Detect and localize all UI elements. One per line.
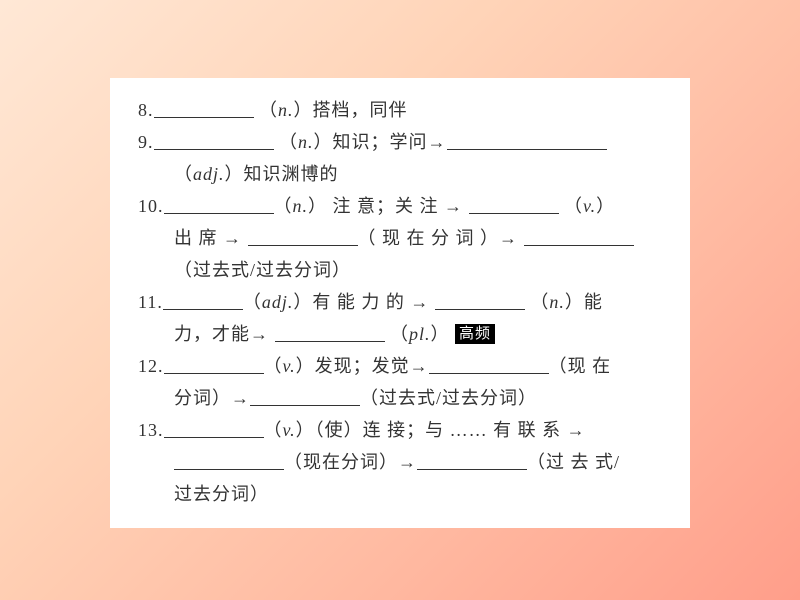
item-number: 12. (138, 350, 164, 382)
text: （ (254, 100, 279, 120)
arrow-icon: → (567, 420, 586, 440)
arrow-icon: → (410, 292, 429, 312)
part-of-speech: pl. (409, 324, 431, 344)
text: ） 注 意；关 注 (308, 196, 444, 216)
item-number: 13. (138, 414, 164, 446)
text: （过去式/过去分词） (360, 388, 537, 408)
item-number: 9. (138, 126, 154, 158)
text: （过去式/过去分词） (174, 260, 351, 280)
text: ）知识；学问 (314, 132, 428, 152)
item-number: 8. (138, 94, 154, 126)
text: ）（使）连 接；与 …… 有 联 系 (296, 420, 567, 440)
text: ）搭档，同伴 (294, 100, 408, 120)
text: ）知识渊博的 (225, 164, 339, 184)
fill-blank (164, 192, 274, 214)
arrow-icon: → (444, 196, 463, 216)
fill-blank (163, 288, 243, 310)
text: （ (274, 196, 293, 216)
item-continuation: （现在分词）→ （过 去 式/ (138, 446, 662, 478)
fill-blank (250, 384, 360, 406)
text: 分词） (174, 388, 231, 408)
part-of-speech: n. (293, 196, 309, 216)
item-continuation: 出 席 → （ 现 在 分 词 ）→ (138, 222, 662, 254)
arrow-icon: → (398, 452, 417, 472)
item-number: 11. (138, 286, 163, 318)
text: （ (174, 164, 193, 184)
text: ）有 能 力 的 (293, 292, 410, 312)
arrow-icon: → (499, 228, 518, 248)
part-of-speech: n. (549, 292, 565, 312)
text: ） (596, 196, 615, 216)
worksheet-card: 8. （n.）搭档，同伴9. （n.）知识；学问→（adj.）知识渊博的10.（… (110, 78, 690, 528)
text: ）发现；发觉 (296, 356, 410, 376)
text: （现 在 (549, 356, 612, 376)
item-continuation: （过去式/过去分词） (138, 254, 662, 286)
text: （ (243, 292, 262, 312)
fill-blank (435, 288, 525, 310)
text: 力，才能 (174, 324, 250, 344)
item-continuation: 分词）→ （过去式/过去分词） (138, 382, 662, 414)
frequency-badge: 高频 (455, 324, 495, 344)
text: （ (559, 196, 584, 216)
fill-blank (174, 448, 284, 470)
part-of-speech: v. (283, 356, 296, 376)
fill-blank (154, 96, 254, 118)
text: ）能 (565, 292, 603, 312)
text: （ (525, 292, 550, 312)
item-continuation: （adj.）知识渊博的 (138, 158, 662, 190)
text: （过 去 式/ (527, 452, 620, 472)
part-of-speech: n. (298, 132, 314, 152)
item-line: 10.（n.） 注 意；关 注 → （v.） (138, 190, 662, 222)
arrow-icon: → (231, 388, 250, 408)
fill-blank (417, 448, 527, 470)
item-line: 8. （n.）搭档，同伴 (138, 94, 662, 126)
part-of-speech: n. (278, 100, 294, 120)
part-of-speech: adj. (193, 164, 225, 184)
items-container: 8. （n.）搭档，同伴9. （n.）知识；学问→（adj.）知识渊博的10.（… (138, 94, 662, 510)
item-line: 12. （v.）发现；发觉→ （现 在 (138, 350, 662, 382)
fill-blank (154, 128, 274, 150)
item-line: 11.（adj.）有 能 力 的 → （n.）能 (138, 286, 662, 318)
text: （ (264, 420, 283, 440)
arrow-icon: → (223, 228, 242, 248)
text: （ 现 在 分 词 ） (358, 228, 500, 248)
text: （现在分词） (284, 452, 398, 472)
item-continuation: 力，才能→ （pl.） 高频 (138, 318, 662, 350)
part-of-speech: adj. (262, 292, 294, 312)
fill-blank (275, 320, 385, 342)
part-of-speech: v. (283, 420, 296, 440)
text: 过去分词） (174, 484, 269, 504)
text: （ (385, 324, 410, 344)
item-continuation: 过去分词） (138, 478, 662, 510)
arrow-icon: → (428, 132, 447, 152)
item-line: 9. （n.）知识；学问→ (138, 126, 662, 158)
fill-blank (164, 416, 264, 438)
part-of-speech: v. (583, 196, 596, 216)
fill-blank (447, 128, 607, 150)
fill-blank (429, 352, 549, 374)
item-line: 13. （v.）（使）连 接；与 …… 有 联 系 → (138, 414, 662, 446)
arrow-icon: → (410, 356, 429, 376)
fill-blank (164, 352, 264, 374)
text: ） (431, 324, 456, 344)
arrow-icon: → (250, 324, 269, 344)
text: 出 席 (174, 228, 223, 248)
text: （ (264, 356, 283, 376)
fill-blank (524, 224, 634, 246)
text: （ (274, 132, 299, 152)
fill-blank (248, 224, 358, 246)
item-number: 10. (138, 190, 164, 222)
fill-blank (469, 192, 559, 214)
